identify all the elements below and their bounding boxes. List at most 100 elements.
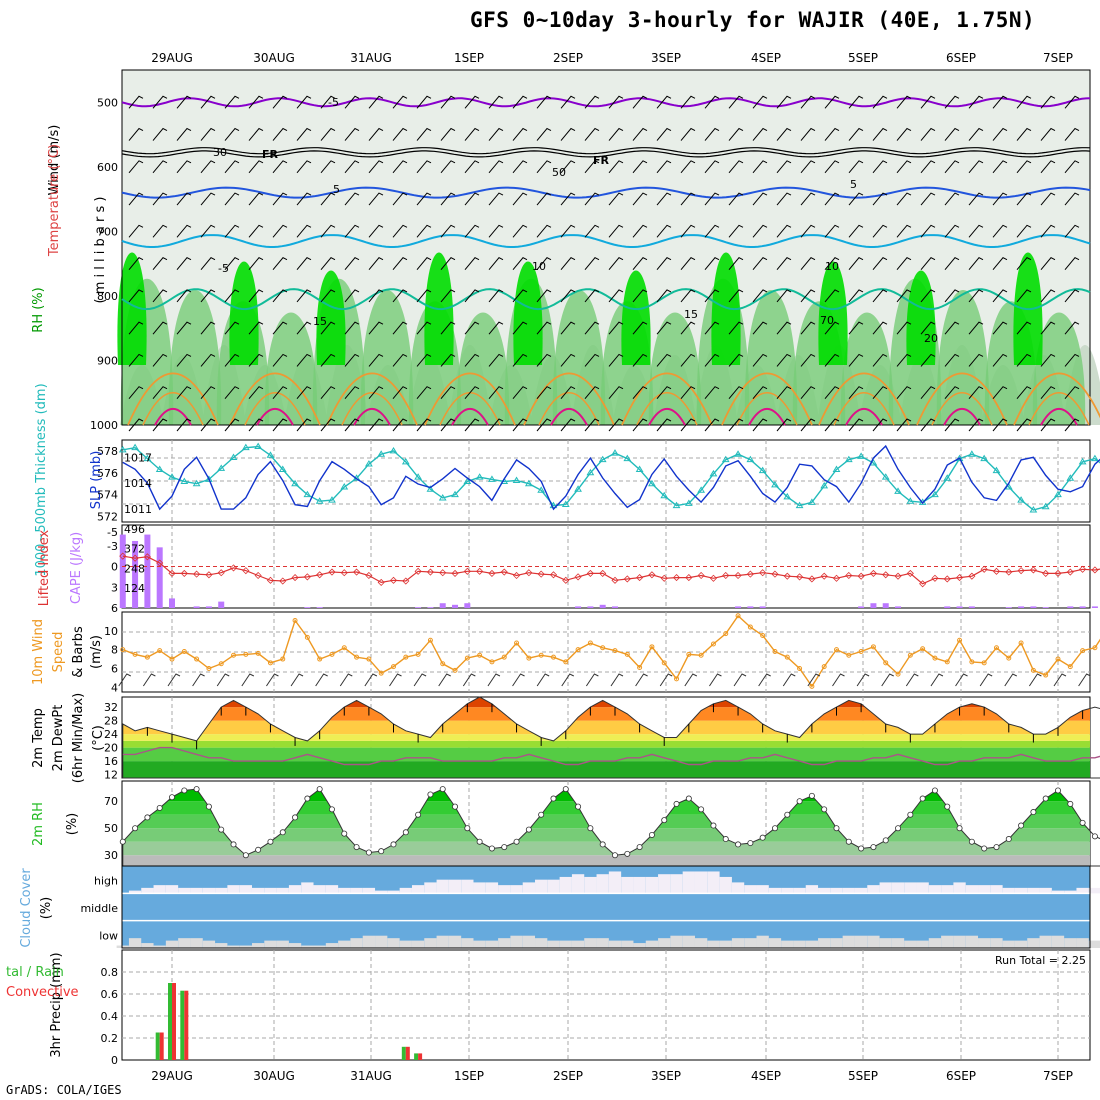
surface-wind-barb (758, 673, 771, 687)
wind10m-line-point (723, 631, 729, 637)
cape-tick: 248 (124, 562, 145, 575)
li-point (660, 574, 668, 582)
tick-label: 16 (104, 755, 118, 768)
wind-barb (1064, 386, 1080, 400)
surface-wind-barb (807, 673, 821, 687)
contour-20 (127, 372, 219, 426)
li-point (512, 571, 521, 580)
wind-barb (344, 418, 360, 432)
wind-barb (440, 289, 456, 303)
wind-barb (992, 127, 1008, 141)
wind-barb (176, 160, 192, 174)
cape-bar (218, 601, 225, 608)
wind10m-line-point (600, 645, 606, 651)
wind10m-line-point (292, 617, 298, 623)
wind10m-line-point (747, 624, 753, 630)
thickness-line-point (463, 477, 472, 485)
cloud-low-bar (116, 945, 129, 948)
li-point (734, 571, 742, 580)
cape-bar (882, 603, 889, 608)
wind-barb (848, 192, 864, 206)
thickness-line-point (672, 501, 681, 509)
surface-wind-barb (290, 673, 304, 687)
wind-barb (128, 257, 144, 270)
rh-band (122, 789, 1090, 802)
wind-barb (128, 95, 144, 109)
wind10m-line-point (784, 654, 790, 660)
wind-barb (1040, 224, 1056, 238)
wind-barb (296, 321, 312, 335)
wind10m-line-point (1043, 672, 1049, 678)
li-point (586, 569, 594, 577)
thickness-line-point (217, 464, 226, 471)
wind-barb (320, 127, 336, 141)
rh2m-point (636, 844, 643, 851)
tick-label: 574 (97, 489, 118, 502)
wind10m-line-point (944, 659, 950, 665)
wind-barb (536, 418, 552, 432)
wind10m-line-point (452, 667, 458, 673)
cloud-high-bar (338, 887, 351, 894)
wind-barb (296, 127, 312, 141)
li-point (882, 571, 890, 579)
wind-barb (776, 95, 792, 109)
wind-barb (896, 418, 912, 432)
cloud-high-bar (621, 876, 634, 894)
wind10m-line-point (243, 651, 249, 657)
wind-barb (800, 224, 816, 238)
cloud-high-bar (916, 882, 929, 894)
wind-barb (968, 127, 984, 141)
wind-barb (464, 257, 480, 270)
cloud-high-bar (670, 874, 683, 894)
tick-label: 6 (111, 662, 118, 675)
thickness-line-point (266, 451, 275, 458)
li-point (488, 569, 496, 577)
thickness-line-point (598, 455, 607, 463)
wind-barb (224, 192, 240, 206)
wind-barb (704, 289, 720, 303)
wind-barb (896, 224, 912, 238)
precip-total-bar (401, 1046, 406, 1060)
wind-barb (848, 289, 864, 303)
thickness-line-point (808, 498, 816, 505)
wind-barb (1016, 192, 1032, 206)
wind-barb (536, 224, 552, 238)
pressure-tick: 1000 (90, 419, 118, 432)
wind-barb (536, 386, 552, 400)
wind-barb (416, 353, 432, 367)
wind-barb (752, 418, 768, 432)
surface-wind-barb (536, 673, 550, 687)
cloud-high-bar (854, 887, 868, 894)
wind-barb (320, 224, 336, 238)
rh2m-unit-label: (%) (65, 813, 80, 836)
wind-barb (368, 160, 384, 174)
cloud-low-bar (707, 940, 720, 948)
wind10m-line-point (538, 652, 544, 658)
tick-label: 12 (104, 769, 118, 782)
rh2m-point (796, 798, 803, 805)
wind-barb (968, 353, 984, 367)
precip-total-bar (180, 990, 185, 1060)
wind-barb (416, 160, 432, 174)
precip-tick: 0.4 (101, 1010, 119, 1023)
wind10m-line-point (1092, 645, 1098, 651)
precip-convective-label: Convective (6, 985, 79, 1000)
rh2m-point (538, 811, 545, 818)
thickness-line-point (992, 466, 1001, 474)
surface-wind-barb (659, 673, 673, 687)
rh-band (122, 814, 1090, 829)
wind-barb (560, 353, 576, 367)
wind-barb (1016, 321, 1032, 335)
pressure-tick: 800 (97, 290, 118, 303)
wind-barb (608, 386, 624, 400)
wind-barb (824, 353, 840, 367)
wind-barb (368, 353, 384, 367)
wind-barb (440, 321, 456, 335)
wind-barb (392, 127, 408, 141)
cape-bar (316, 607, 323, 608)
wind10m-line-point (710, 641, 716, 647)
thickness-line-point (537, 486, 546, 493)
wind-barb (824, 160, 840, 174)
wind10m-line-point (834, 647, 839, 653)
cloud-high-bar (239, 885, 252, 894)
